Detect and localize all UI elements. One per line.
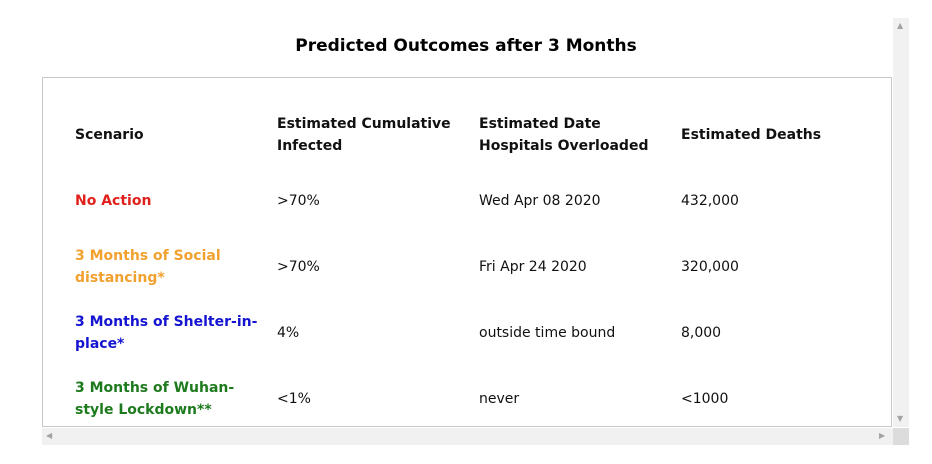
table-row: 3 Months of Social distancing* >70% Fri … xyxy=(67,234,839,300)
outcomes-table-panel: Scenario Estimated Cumulative Infected E… xyxy=(42,77,892,427)
deaths-cell: 432,000 xyxy=(681,193,739,209)
horizontal-scrollbar[interactable]: ◀ ▶ xyxy=(42,428,893,445)
infected-cell: >70% xyxy=(277,259,320,275)
infected-cell: 4% xyxy=(277,325,300,341)
date-cell: never xyxy=(479,391,520,407)
deaths-cell: 320,000 xyxy=(681,259,739,275)
table-row: 3 Months of Wuhan-style Lockdown** <1% n… xyxy=(67,366,839,432)
scenario-cell: 3 Months of Wuhan-style Lockdown** xyxy=(75,380,235,418)
table-row: 3 Months of Shelter-in-place* 4% outside… xyxy=(67,300,839,366)
scenario-cell: 3 Months of Shelter-in-place* xyxy=(75,314,258,352)
header-deaths: Estimated Deaths xyxy=(681,127,822,143)
date-cell: Fri Apr 24 2020 xyxy=(479,259,587,275)
outcomes-table: Scenario Estimated Cumulative Infected E… xyxy=(67,102,839,432)
scrollbar-corner xyxy=(893,428,909,445)
triangle-up-icon[interactable]: ▲ xyxy=(897,21,904,30)
triangle-right-icon[interactable]: ▶ xyxy=(879,431,886,440)
triangle-left-icon[interactable]: ◀ xyxy=(46,431,53,440)
vertical-scrollbar[interactable]: ▲ ▼ xyxy=(893,18,909,427)
table-row: No Action >70% Wed Apr 08 2020 432,000 xyxy=(67,168,839,234)
triangle-down-icon[interactable]: ▼ xyxy=(897,414,904,423)
header-date: Estimated Date Hospitals Overloaded xyxy=(479,116,649,154)
date-cell: Wed Apr 08 2020 xyxy=(479,193,601,209)
table-header-row: Scenario Estimated Cumulative Infected E… xyxy=(67,102,839,168)
scenario-cell: No Action xyxy=(75,193,152,209)
page-title: Predicted Outcomes after 3 Months xyxy=(295,36,637,56)
deaths-cell: 8,000 xyxy=(681,325,722,341)
scenario-cell: 3 Months of Social distancing* xyxy=(75,248,221,286)
infected-cell: <1% xyxy=(277,391,311,407)
header-infected: Estimated Cumulative Infected xyxy=(277,116,451,154)
date-cell: outside time bound xyxy=(479,325,616,341)
header-scenario: Scenario xyxy=(75,127,144,143)
deaths-cell: <1000 xyxy=(681,391,729,407)
infected-cell: >70% xyxy=(277,193,320,209)
